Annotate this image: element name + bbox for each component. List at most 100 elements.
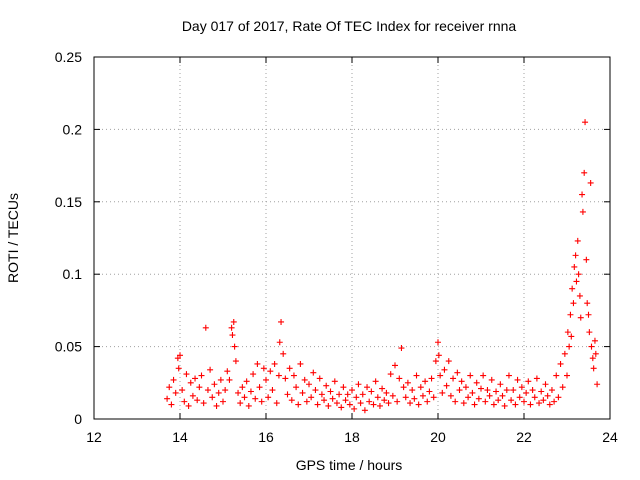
data-point bbox=[166, 384, 173, 391]
data-point bbox=[387, 371, 394, 378]
data-point bbox=[385, 400, 392, 407]
data-point bbox=[473, 379, 480, 386]
data-point bbox=[258, 398, 265, 405]
data-point bbox=[465, 394, 472, 401]
data-point bbox=[538, 388, 545, 395]
data-point bbox=[422, 378, 429, 385]
data-point bbox=[301, 376, 308, 383]
data-point bbox=[211, 381, 218, 388]
data-point bbox=[512, 401, 519, 408]
data-point bbox=[383, 389, 390, 396]
data-point bbox=[419, 392, 426, 399]
data-point bbox=[336, 391, 343, 398]
y-tick-label: 0.1 bbox=[63, 266, 83, 282]
data-point bbox=[587, 179, 594, 186]
data-point bbox=[594, 381, 601, 388]
data-point bbox=[521, 398, 527, 405]
data-point bbox=[533, 375, 540, 382]
data-point bbox=[376, 402, 383, 409]
data-point bbox=[557, 360, 564, 367]
data-point bbox=[462, 384, 469, 391]
chart-title: Day 017 of 2017, Rate Of TEC Index for r… bbox=[182, 18, 517, 34]
x-tick-label: 12 bbox=[86, 429, 102, 445]
data-point bbox=[439, 389, 446, 396]
data-point bbox=[250, 371, 257, 378]
data-point bbox=[318, 391, 325, 398]
data-point bbox=[349, 387, 355, 394]
x-tick-label: 20 bbox=[430, 429, 446, 445]
data-point bbox=[559, 384, 566, 391]
data-point bbox=[571, 263, 578, 270]
data-point bbox=[573, 278, 580, 285]
data-point bbox=[508, 397, 515, 404]
data-point bbox=[338, 404, 345, 411]
data-point bbox=[213, 402, 220, 409]
data-point bbox=[229, 332, 236, 339]
data-point bbox=[564, 372, 570, 379]
y-tick-label: 0.15 bbox=[55, 194, 82, 210]
data-point bbox=[344, 391, 351, 398]
data-point bbox=[288, 397, 295, 404]
data-point bbox=[540, 397, 547, 404]
data-point bbox=[394, 398, 401, 405]
data-point bbox=[271, 360, 278, 367]
data-point bbox=[443, 382, 450, 389]
data-point bbox=[331, 378, 338, 385]
y-axis-label: ROTI / TECUs bbox=[5, 193, 21, 283]
data-point bbox=[179, 387, 186, 394]
data-point bbox=[379, 385, 386, 392]
data-point bbox=[194, 397, 201, 404]
data-point bbox=[402, 394, 409, 401]
x-axis-ticks: 12 14 16 18 20 22 24 bbox=[86, 57, 618, 445]
y-tick-label: 0 bbox=[74, 411, 82, 427]
data-point bbox=[230, 318, 237, 325]
data-point bbox=[342, 397, 349, 404]
data-point bbox=[437, 372, 444, 379]
x-axis-label: GPS time / hours bbox=[296, 457, 403, 473]
data-point bbox=[432, 358, 439, 365]
data-point bbox=[525, 378, 532, 385]
data-point bbox=[372, 378, 379, 385]
data-point bbox=[202, 324, 209, 331]
data-point bbox=[582, 119, 589, 126]
data-point bbox=[536, 400, 543, 407]
data-point bbox=[548, 387, 555, 394]
data-point bbox=[308, 394, 315, 401]
data-point bbox=[516, 394, 523, 401]
data-point bbox=[299, 389, 306, 396]
data-point bbox=[235, 389, 242, 396]
data-point bbox=[404, 379, 411, 386]
data-point bbox=[585, 311, 592, 318]
data-point bbox=[579, 208, 586, 215]
data-point bbox=[591, 337, 598, 344]
data-point bbox=[232, 358, 239, 365]
data-point bbox=[475, 395, 482, 402]
data-point bbox=[542, 381, 549, 388]
grid-lines bbox=[94, 57, 610, 419]
data-point bbox=[276, 339, 283, 346]
data-point bbox=[411, 395, 418, 402]
data-point bbox=[527, 401, 534, 408]
data-point bbox=[531, 394, 538, 401]
data-point bbox=[228, 324, 235, 331]
data-point bbox=[503, 387, 510, 394]
data-point bbox=[226, 376, 233, 383]
data-point bbox=[243, 378, 250, 385]
data-point bbox=[303, 398, 310, 405]
data-point bbox=[310, 369, 317, 376]
data-point bbox=[430, 394, 437, 401]
y-tick-label: 0.2 bbox=[63, 121, 83, 137]
x-tick-label: 14 bbox=[172, 429, 188, 445]
data-point bbox=[245, 402, 252, 409]
data-point bbox=[555, 394, 562, 401]
data-point bbox=[579, 191, 586, 198]
data-point bbox=[546, 401, 553, 408]
data-point bbox=[577, 314, 584, 321]
data-point bbox=[409, 387, 416, 394]
data-point bbox=[396, 375, 403, 382]
data-point bbox=[575, 271, 582, 278]
data-point bbox=[529, 387, 536, 394]
data-point bbox=[567, 311, 574, 318]
